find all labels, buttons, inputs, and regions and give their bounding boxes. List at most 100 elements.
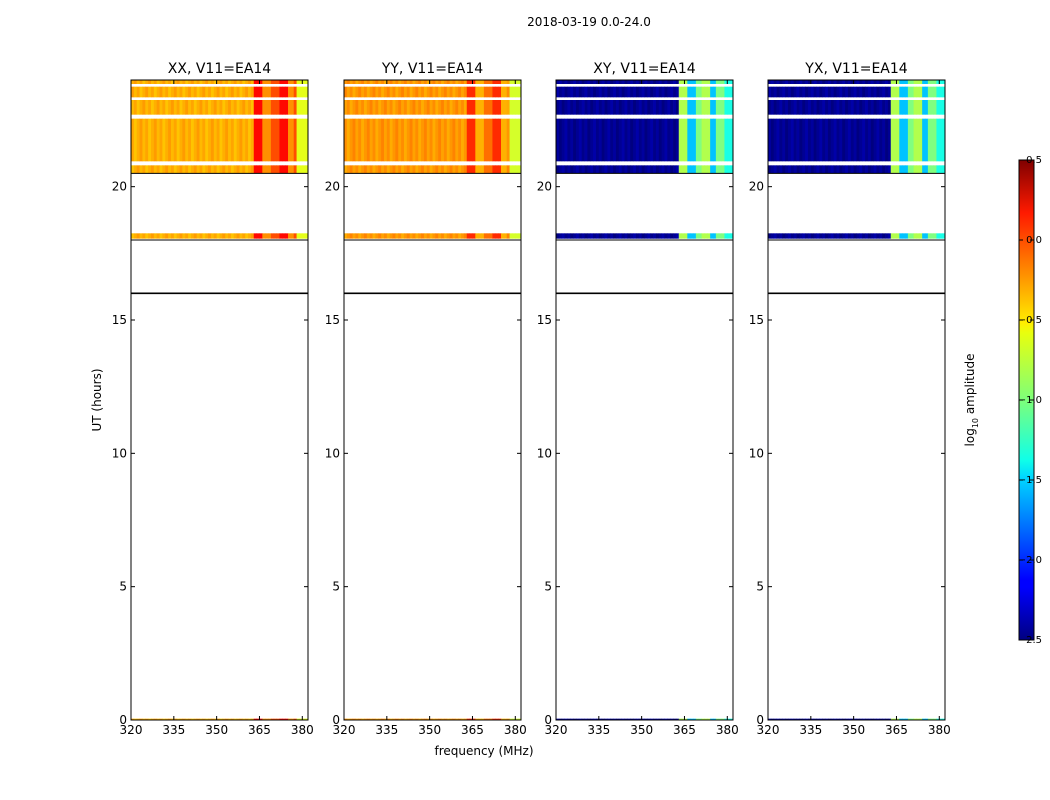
heatmap-cell [150,100,155,115]
heatmap-cell [630,86,634,98]
heatmap-cell [406,80,411,84]
heatmap-cell [228,718,232,721]
heatmap-cell [219,165,223,174]
heatmap-cell [664,86,668,98]
heatmap-cell [919,86,923,98]
heatmap-cell [228,233,232,239]
heatmap-cell [567,80,571,84]
heatmap-cell [426,165,431,174]
heatmap-cell [650,80,654,84]
heatmap-cell [133,86,138,98]
heatmap-cell [647,118,651,162]
heatmap-cell [478,80,482,84]
heatmap-cell [270,233,275,239]
heatmap-cell [193,100,198,115]
heatmap-cell [228,118,232,162]
heatmap-cell [641,718,645,721]
heatmap-cell [827,86,832,98]
heatmap-cell [415,165,419,174]
heatmap-cell [927,233,932,239]
heatmap-cell [501,718,505,721]
heatmap-cell [870,718,875,721]
heatmap-cell [358,100,362,115]
heatmap-cell [153,233,158,239]
heatmap-cell [873,100,877,115]
heatmap-cell [139,100,143,115]
heatmap-cell [919,718,923,721]
heatmap-cell [819,80,823,84]
heatmap-cell [919,118,923,162]
heatmap-cell [687,86,691,98]
heatmap-cell [386,80,391,84]
heatmap-cell [624,718,628,721]
heatmap-cell [188,100,192,115]
heatmap-cell [412,165,416,174]
heatmap-cell [558,80,563,84]
heatmap-cell [556,233,560,239]
heatmap-cell [506,100,510,115]
heatmap-cell [225,165,229,174]
heatmap-cell [250,718,255,721]
heatmap-cell [293,100,297,115]
heatmap-cell [768,80,772,84]
heatmap-cell [793,86,797,98]
x-tick-label: 320 [545,723,568,737]
heatmap-cell [265,86,269,98]
heatmap-cell [176,233,180,239]
heatmap-cell [512,100,516,115]
x-tick-label: 335 [799,723,822,737]
heatmap-cell [796,718,800,721]
heatmap-cell [432,118,436,162]
heatmap-cell [673,86,677,98]
heatmap-cell [621,100,625,115]
heatmap-cell [678,100,683,115]
heatmap-cell [509,80,513,84]
y-tick-label: 10 [749,446,764,460]
heatmap-cell [713,80,717,84]
heatmap-cell [358,165,362,174]
y-tick-label: 20 [112,180,127,194]
heatmap-cell [383,86,388,98]
heatmap-cell [276,100,280,115]
heatmap-cell [190,233,195,239]
heatmap-cell [486,86,490,98]
heatmap-cell [443,165,448,174]
heatmap-cell [925,100,929,115]
heatmap-cell [466,233,471,239]
heatmap-cell [475,86,479,98]
heatmap-cell [236,118,240,162]
heatmap-cell [452,100,456,115]
heatmap-cell [276,165,280,174]
heatmap-cell [704,165,708,174]
heatmap-cell [681,233,685,239]
heatmap-cell [673,165,677,174]
heatmap-cell [564,100,568,115]
heatmap-cell [813,80,817,84]
heatmap-cell [443,100,448,115]
heatmap-cell [265,100,269,115]
heatmap-cell [856,100,860,115]
heatmap-cell [375,233,379,239]
heatmap-cell [768,718,772,721]
heatmap-cell [678,233,683,239]
heatmap-cell [601,233,605,239]
heatmap-cell [770,165,775,174]
heatmap-cell [627,718,631,721]
heatmap-cell [578,80,583,84]
heatmap-cell [219,86,223,98]
heatmap-cell [879,165,883,174]
heatmap-cell [681,718,685,721]
heatmap-cell [842,80,846,84]
heatmap-cell [850,118,855,162]
heatmap-cell [509,118,513,162]
heatmap-cell [896,718,900,721]
heatmap-cell [290,80,295,84]
heatmap-cell [472,100,476,115]
heatmap-cell [873,86,877,98]
heatmap-cell [913,118,917,162]
heatmap-cell [782,100,786,115]
heatmap-cell [153,80,158,84]
heatmap-cell [593,80,597,84]
heatmap-cell [466,100,471,115]
